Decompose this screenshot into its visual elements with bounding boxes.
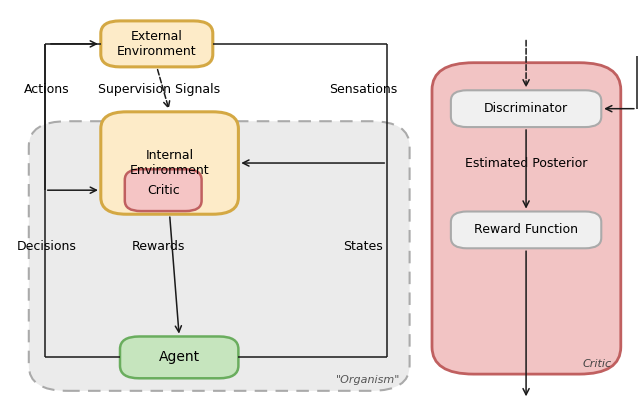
Text: External
Environment: External Environment bbox=[117, 30, 196, 58]
FancyBboxPatch shape bbox=[101, 21, 212, 67]
Text: Actions: Actions bbox=[24, 83, 70, 97]
Text: Estimated Posterior: Estimated Posterior bbox=[465, 156, 588, 170]
Text: Decisions: Decisions bbox=[17, 240, 77, 253]
Text: Sensations: Sensations bbox=[329, 83, 397, 97]
FancyBboxPatch shape bbox=[120, 336, 239, 378]
Text: "Organism": "Organism" bbox=[335, 375, 400, 385]
Text: Supervision Signals: Supervision Signals bbox=[98, 83, 220, 97]
FancyBboxPatch shape bbox=[432, 63, 621, 374]
Text: Internal
Environment: Internal Environment bbox=[130, 149, 209, 177]
Text: Critic: Critic bbox=[147, 184, 180, 197]
FancyBboxPatch shape bbox=[125, 169, 202, 211]
Text: Critic: Critic bbox=[582, 359, 611, 369]
Text: Discriminator: Discriminator bbox=[484, 102, 568, 115]
Text: Reward Function: Reward Function bbox=[474, 223, 578, 237]
FancyBboxPatch shape bbox=[451, 90, 602, 127]
Text: Agent: Agent bbox=[159, 350, 200, 364]
FancyBboxPatch shape bbox=[451, 212, 602, 248]
FancyBboxPatch shape bbox=[101, 112, 239, 214]
FancyBboxPatch shape bbox=[29, 121, 410, 391]
Text: States: States bbox=[343, 240, 383, 253]
Text: Rewards: Rewards bbox=[132, 240, 186, 253]
